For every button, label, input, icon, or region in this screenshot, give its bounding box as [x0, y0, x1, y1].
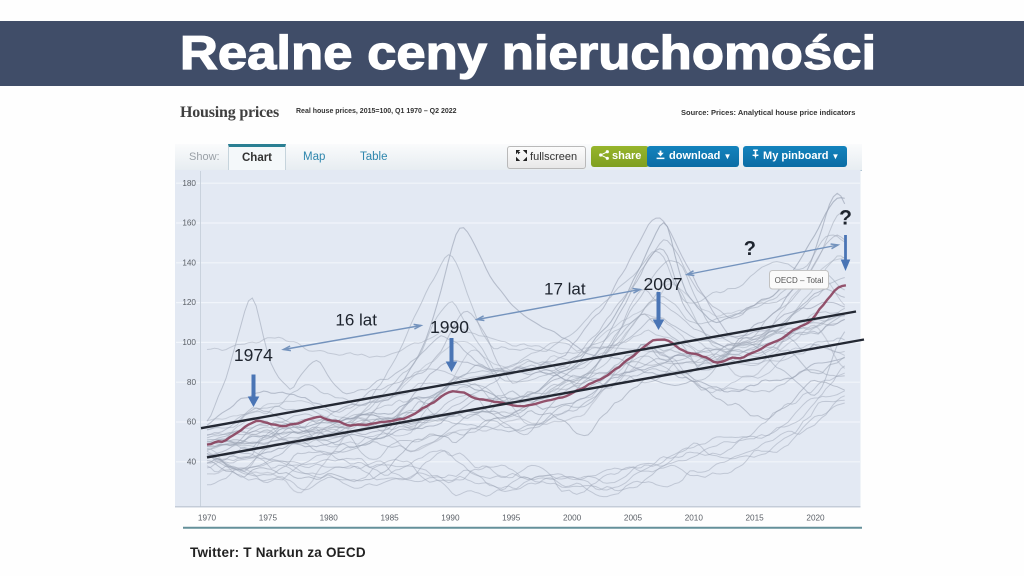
svg-text:40: 40 — [187, 457, 197, 466]
svg-text:1974: 1974 — [234, 345, 273, 365]
svg-text:1980: 1980 — [320, 514, 339, 523]
svg-text:160: 160 — [182, 219, 196, 228]
svg-text:1975: 1975 — [259, 514, 278, 523]
svg-text:1995: 1995 — [502, 514, 521, 523]
svg-text:1985: 1985 — [380, 514, 399, 523]
svg-text:17 lat: 17 lat — [544, 280, 586, 299]
svg-text:2005: 2005 — [624, 514, 643, 523]
svg-text:120: 120 — [182, 298, 196, 307]
svg-text:1970: 1970 — [198, 514, 217, 523]
svg-text:2010: 2010 — [685, 514, 704, 523]
svg-text:16 lat: 16 lat — [335, 311, 377, 330]
svg-text:?: ? — [744, 238, 756, 260]
svg-text:2000: 2000 — [563, 514, 582, 523]
svg-text:60: 60 — [187, 418, 197, 427]
svg-text:OECD – Total: OECD – Total — [775, 276, 824, 285]
svg-text:2007: 2007 — [644, 274, 683, 294]
svg-text:2020: 2020 — [806, 514, 825, 523]
svg-text:1990: 1990 — [441, 514, 460, 523]
svg-text:180: 180 — [182, 179, 196, 188]
svg-text:?: ? — [839, 207, 852, 230]
svg-text:80: 80 — [187, 378, 197, 387]
svg-text:1990: 1990 — [430, 317, 469, 337]
svg-text:100: 100 — [182, 338, 196, 347]
svg-text:140: 140 — [182, 258, 196, 267]
svg-text:2015: 2015 — [745, 514, 764, 523]
